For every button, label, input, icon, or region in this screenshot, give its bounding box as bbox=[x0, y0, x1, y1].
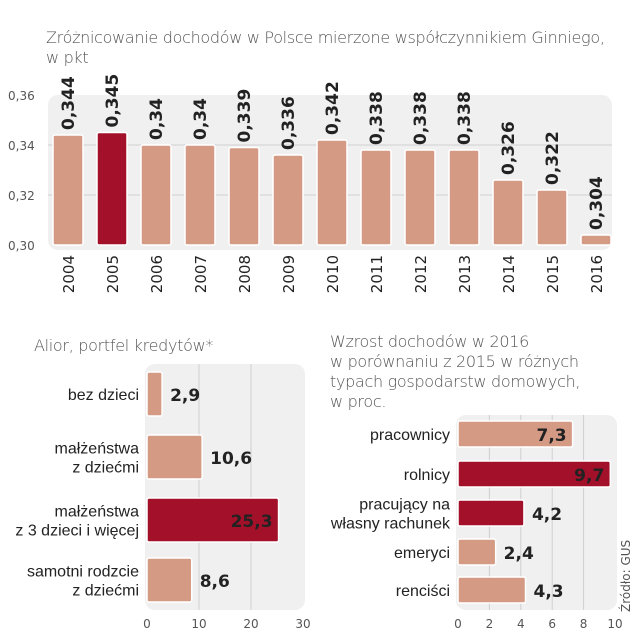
chart2-category-label: małżeństwa bbox=[55, 441, 140, 458]
chart1-y-tick-label: 0,32 bbox=[8, 189, 35, 203]
chart1-value-label: 0,304 bbox=[587, 176, 607, 230]
chart3-x-tick-label: 4 bbox=[517, 617, 525, 631]
chart1-value-label: 0,338 bbox=[367, 91, 387, 145]
chart2-category-label: małżeństwa bbox=[55, 504, 140, 521]
chart1-y-tick-label: 0,34 bbox=[8, 139, 35, 153]
chart2-category-label: z 3 dzieci i więcej bbox=[15, 523, 139, 540]
chart2-title: Alior, portfel kredytów* bbox=[34, 336, 214, 355]
chart1-bar bbox=[272, 154, 304, 246]
chart1-y-tick-label: 0,36 bbox=[8, 89, 35, 103]
chart3-x-tick-label: 6 bbox=[548, 617, 556, 631]
chart1-bar bbox=[536, 189, 568, 246]
chart2-value-label: 10,6 bbox=[210, 449, 252, 469]
chart1-x-tick-label: 2014 bbox=[500, 255, 518, 293]
chart2-bar bbox=[146, 371, 163, 417]
chart1-bar bbox=[52, 134, 84, 246]
chart2-bar bbox=[146, 434, 203, 480]
chart3-category-label: rolnicy bbox=[404, 467, 450, 484]
chart1-bar bbox=[140, 144, 172, 246]
chart3-value-label: 4,3 bbox=[534, 582, 564, 602]
chart1-value-label: 0,336 bbox=[279, 96, 299, 150]
chart3-bar bbox=[457, 538, 497, 566]
chart3-category-label: renciści bbox=[396, 583, 450, 600]
chart3-title-line: w proc. bbox=[330, 392, 387, 411]
chart1-x-tick-label: 2015 bbox=[544, 255, 562, 293]
chart3-title-line: typach gospodarstw domowych, bbox=[330, 372, 581, 391]
chart1-bar bbox=[184, 144, 216, 246]
chart1-x-tick-label: 2006 bbox=[148, 255, 166, 293]
chart1-value-label: 0,338 bbox=[411, 91, 431, 145]
chart3-x-tick-label: 8 bbox=[580, 617, 588, 631]
chart1-bar bbox=[228, 146, 260, 246]
chart1-bar bbox=[448, 149, 480, 246]
chart1-bar bbox=[404, 149, 436, 246]
chart2-category-label: samotni rodzcie bbox=[27, 564, 139, 581]
chart3-title-line: w porównaniu z 2015 w różnych bbox=[330, 352, 579, 371]
chart1-value-label: 0,339 bbox=[235, 89, 255, 143]
source-label: Źródło: GUS bbox=[618, 540, 633, 612]
chart2-x-tick-label: 10 bbox=[191, 617, 206, 631]
chart1-value-label: 0,34 bbox=[147, 98, 167, 140]
chart1-value-label: 0,326 bbox=[499, 121, 519, 175]
chart1-value-label: 0,322 bbox=[543, 131, 563, 185]
chart1-x-tick-label: 2012 bbox=[412, 255, 430, 293]
chart3-value-label: 9,7 bbox=[574, 466, 604, 486]
chart1-value-label: 0,345 bbox=[103, 74, 123, 128]
chart3-title: Wzrost dochodów w 2016 w porównaniu z 20… bbox=[330, 332, 581, 412]
chart2-value-label: 2,9 bbox=[170, 386, 200, 406]
chart3-x-tick-label: 0 bbox=[454, 617, 462, 631]
chart3-x-tick-label: 10 bbox=[607, 617, 622, 631]
chart1-title: Zróżnicowanie dochodów w Polsce mierzone… bbox=[46, 28, 605, 68]
chart1-x-tick-label: 2010 bbox=[324, 255, 342, 293]
chart1-title-line: w pkt bbox=[46, 48, 89, 67]
chart3-value-label: 7,3 bbox=[536, 426, 566, 446]
chart3-category-label: emeryci bbox=[394, 545, 450, 562]
chart1-x-tick-label: 2004 bbox=[60, 255, 78, 293]
chart1-title-line: Zróżnicowanie dochodów w Polsce mierzone… bbox=[46, 28, 605, 47]
chart1-x-tick-label: 2007 bbox=[192, 255, 210, 293]
chart3-value-label: 2,4 bbox=[504, 544, 534, 564]
chart1-x-tick-label: 2008 bbox=[236, 255, 254, 293]
chart3-bar bbox=[457, 460, 612, 488]
chart2-bar bbox=[146, 497, 280, 543]
chart2-bar bbox=[146, 557, 193, 603]
chart3-bar bbox=[457, 576, 527, 604]
chart1-y-tick-label: 0,30 bbox=[8, 239, 35, 253]
chart1-bar bbox=[492, 179, 524, 246]
chart3-category-label: pracownicy bbox=[370, 427, 450, 444]
chart3-category-label: własny rachunek bbox=[330, 516, 451, 533]
chart1-bar bbox=[360, 149, 392, 246]
chart2-x-tick-label: 30 bbox=[295, 617, 310, 631]
chart1-x-tick-label: 2011 bbox=[368, 255, 386, 293]
chart1-bar bbox=[96, 131, 128, 246]
chart2-category-label: z dziećmi bbox=[72, 583, 139, 600]
chart3-bar bbox=[457, 499, 525, 527]
chart3-bar bbox=[457, 420, 574, 448]
chart1-x-tick-label: 2013 bbox=[456, 255, 474, 293]
chart1-bar bbox=[316, 139, 348, 246]
chart2-plot-area bbox=[145, 364, 305, 610]
chart1-value-label: 0,338 bbox=[455, 91, 475, 145]
chart1-value-label: 0,342 bbox=[323, 81, 343, 135]
chart1-x-tick-label: 2016 bbox=[588, 255, 606, 293]
chart2-value-label: 25,3 bbox=[231, 512, 273, 532]
chart2-x-tick-label: 20 bbox=[243, 617, 258, 631]
chart3-value-label: 4,2 bbox=[532, 505, 562, 525]
chart2-category-label: z dziećmi bbox=[72, 460, 139, 477]
chart3-x-tick-label: 2 bbox=[486, 617, 494, 631]
chart1-x-tick-label: 2005 bbox=[104, 255, 122, 293]
chart2-value-label: 8,6 bbox=[200, 572, 230, 592]
chart1-value-label: 0,344 bbox=[59, 76, 79, 130]
chart3-title-line: Wzrost dochodów w 2016 bbox=[330, 332, 530, 351]
chart2-x-tick-label: 0 bbox=[143, 617, 151, 631]
chart2-category-label: bez dzieci bbox=[68, 387, 139, 404]
chart1-bar bbox=[580, 234, 612, 246]
chart1-x-tick-label: 2009 bbox=[280, 255, 298, 293]
chart1-value-label: 0,34 bbox=[191, 98, 211, 140]
chart3-category-label: pracujący na bbox=[359, 497, 450, 514]
